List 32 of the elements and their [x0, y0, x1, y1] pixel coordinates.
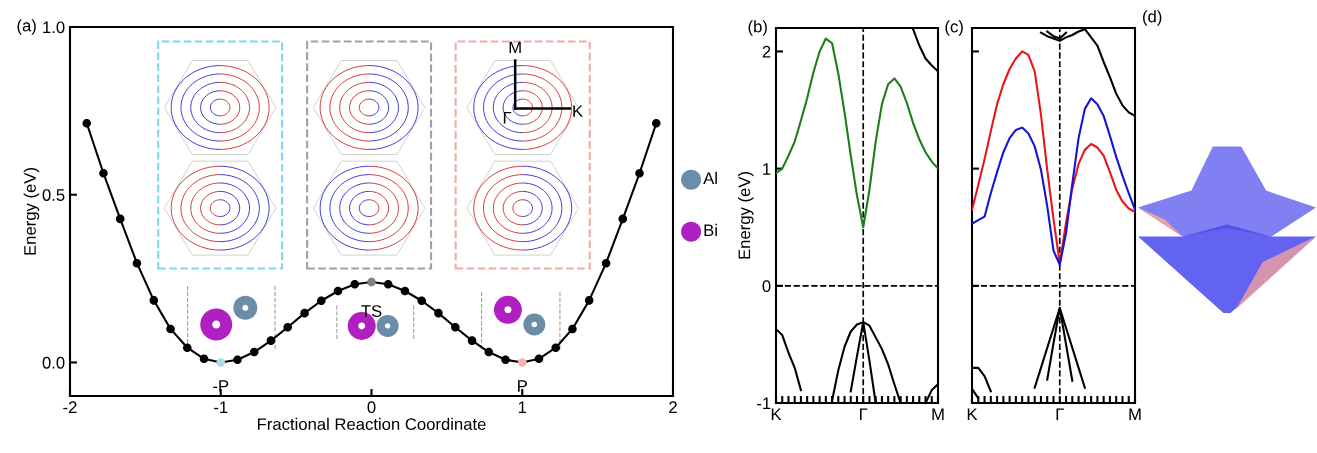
annotation: P — [518, 380, 527, 392]
annotation: -P — [213, 380, 229, 392]
x-tick-label: Γ — [860, 408, 868, 420]
chart-title: (b) — [748, 20, 767, 36]
text: (d) — [1143, 10, 1162, 26]
y-tick-label: 1.0 — [43, 21, 65, 34]
annotation: TS — [361, 305, 382, 317]
y-axis-title: Energy (eV) — [738, 172, 754, 259]
x-tick-label: 2 — [669, 401, 677, 413]
text: Bi — [704, 223, 717, 236]
y-tick-label: 0 — [762, 280, 771, 293]
x-tick-label: M — [1129, 408, 1141, 420]
x-tick-label: Γ — [1056, 408, 1064, 420]
chart-title: (a) — [17, 19, 36, 35]
y-tick-label: 0.0 — [42, 356, 65, 369]
x-tick-label: K — [771, 408, 782, 420]
x-axis-title: Fractional Reaction Coordinate — [258, 417, 486, 431]
x-tick-label: -1 — [214, 401, 228, 413]
y-tick-label: 2 — [762, 45, 771, 58]
text: Al — [703, 171, 717, 184]
chart-title: (c) — [945, 20, 963, 36]
x-tick-label: K — [967, 408, 978, 420]
x-tick-label: M — [932, 408, 944, 420]
annotation: M — [509, 41, 521, 54]
x-tick-label: -2 — [63, 401, 77, 413]
y-tick-label: 1 — [763, 163, 771, 175]
x-tick-label: 0 — [367, 401, 376, 414]
annotation: Γ — [503, 112, 512, 124]
annotation: K — [573, 105, 583, 117]
y-tick-label: 0.5 — [42, 189, 65, 201]
x-tick-label: 1 — [518, 401, 527, 413]
y-axis-title: Energy (eV) — [23, 168, 40, 255]
